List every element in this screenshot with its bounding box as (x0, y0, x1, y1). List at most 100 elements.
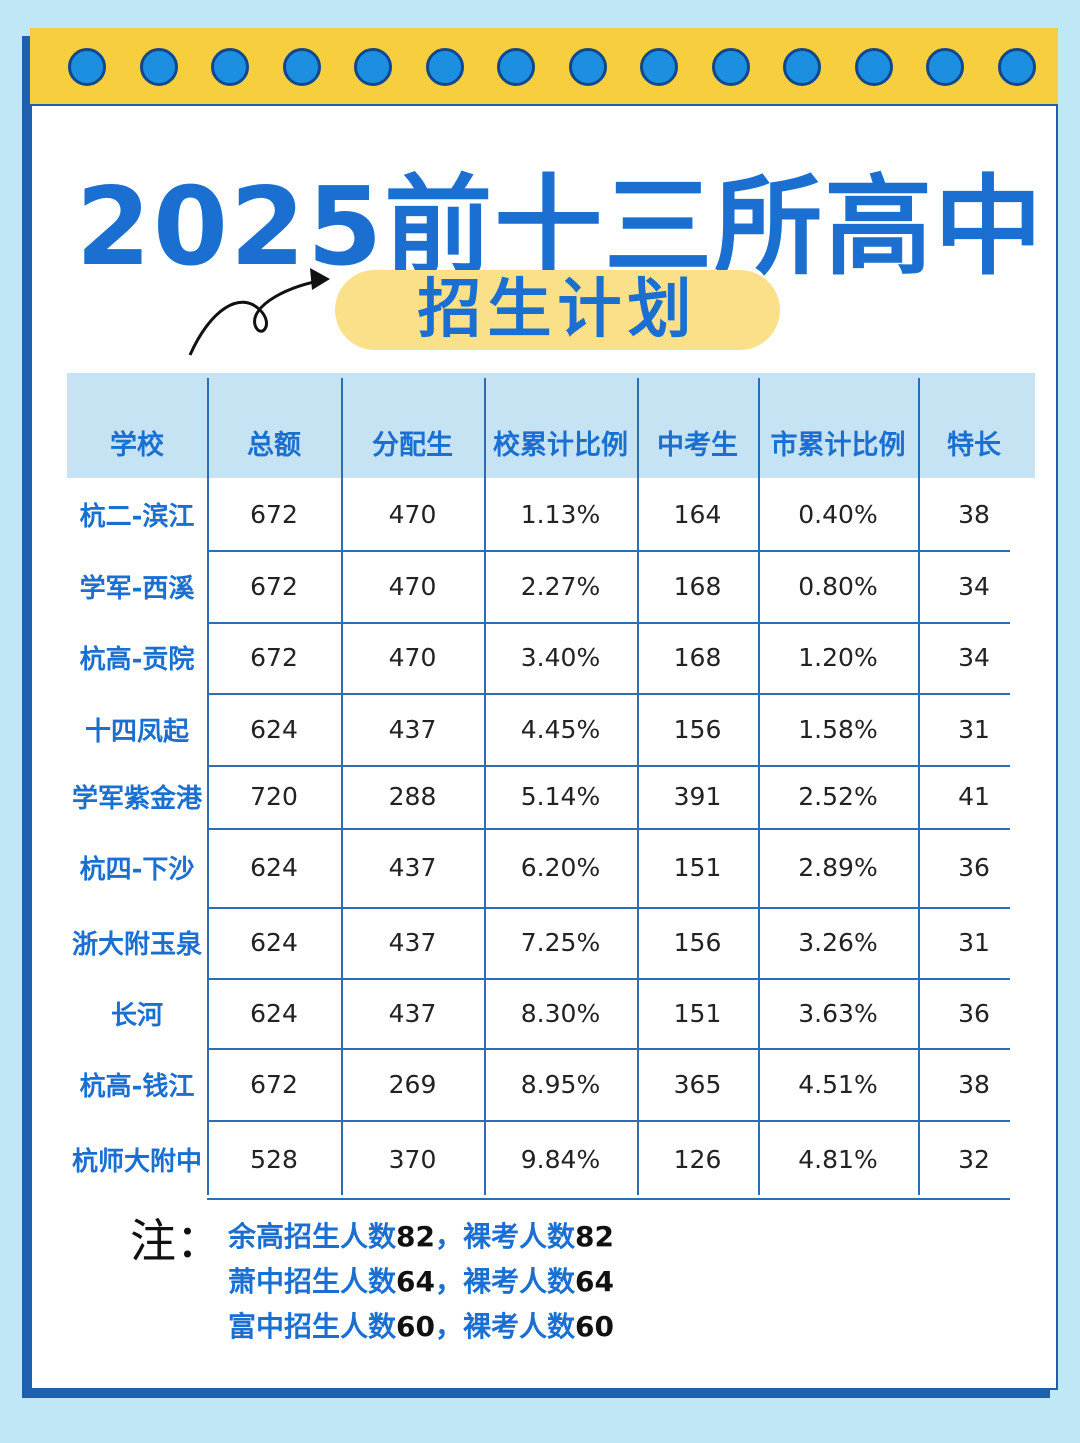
subtitle-pill (335, 270, 780, 350)
table-cell: 391 (673, 782, 722, 811)
note-text: 余高招生人数 (228, 1220, 397, 1253)
table-cell: 156 (673, 928, 722, 957)
table-cell: 151 (673, 853, 722, 882)
note-text: ，裸考人数 (434, 1265, 575, 1298)
row-line (207, 693, 1010, 695)
binding-dot (139, 48, 178, 86)
binding-dot (211, 48, 249, 86)
table-cell: 156 (673, 714, 722, 744)
card (30, 28, 1058, 1390)
binding-dot (354, 48, 392, 86)
table-cell: 36 (958, 998, 990, 1028)
table-cell: 624 (250, 714, 298, 744)
table-cell: 672 (250, 1069, 298, 1099)
row-line (207, 1120, 1010, 1122)
note-text: ，裸考人数 (434, 1310, 575, 1343)
column-header: 中考生 (657, 430, 738, 461)
table-cell: 2.27% (520, 571, 601, 601)
column-line (341, 378, 343, 1195)
table-cell: 1.20% (798, 643, 878, 672)
binding-dot (783, 48, 821, 86)
note-text: 64 (396, 1265, 435, 1298)
note-text: ，裸考人数 (434, 1220, 575, 1253)
table-cell: 126 (673, 1144, 722, 1174)
note-text: 富中招生人数 (228, 1310, 397, 1343)
table-cell: 0.80% (798, 571, 878, 601)
title: 2025前十三所高中 (75, 165, 1045, 290)
row-line (207, 828, 1010, 830)
table-cell: 9.84% (520, 1144, 601, 1174)
table-cell: 2.52% (798, 782, 878, 811)
note-text: 萧中招生人数 (228, 1265, 397, 1298)
table-cell: 4.81% (798, 1144, 878, 1174)
arrow-decoration (188, 268, 330, 356)
table-cell: 32 (958, 1144, 990, 1174)
table-cell: 151 (673, 998, 722, 1028)
table-cell: 672 (250, 571, 298, 601)
table-cell: 365 (673, 1069, 722, 1099)
table-cell: 437 (388, 998, 437, 1028)
table-cell: 1.58% (798, 714, 878, 744)
note-text: 64 (575, 1265, 614, 1298)
column-line (918, 378, 920, 1195)
column-line (207, 378, 209, 1195)
row-line (207, 1198, 1010, 1200)
table-cell: 7.25% (520, 928, 601, 957)
table-cell: 36 (958, 853, 990, 882)
note-line: 富中招生人数60，裸考人数60 (228, 1305, 614, 1345)
school-name: 长河 (110, 1000, 163, 1031)
binding-dot (926, 48, 964, 86)
table-cell: 34 (958, 571, 990, 601)
binding-dot (282, 48, 321, 86)
table-cell: 3.26% (798, 928, 878, 957)
table-cell: 624 (250, 853, 298, 882)
school-name: 杭师大附中 (71, 1146, 202, 1177)
table-cell: 8.30% (520, 998, 601, 1028)
column-header: 学校 (110, 430, 164, 461)
column-line (758, 378, 760, 1195)
table-cell: 624 (250, 998, 298, 1028)
notes-label: 注： (130, 1214, 222, 1268)
table-cell: 8.95% (520, 1069, 601, 1099)
table-cell: 720 (250, 782, 298, 811)
row-line (207, 978, 1010, 980)
table-cell: 3.63% (798, 998, 878, 1028)
school-name: 杭四-下沙 (79, 855, 195, 885)
binding-dot (711, 48, 750, 86)
table-cell: 41 (958, 782, 990, 811)
binding-dot (854, 48, 893, 86)
row-line (207, 907, 1010, 909)
binding-dot (68, 48, 106, 86)
table-cell: 0.40% (798, 499, 878, 529)
table-cell: 470 (388, 643, 437, 672)
table-cell: 624 (250, 928, 298, 957)
binding-dot (640, 48, 678, 86)
table-cell: 470 (388, 499, 437, 529)
table-cell: 437 (388, 714, 437, 744)
column-header: 分配生 (372, 430, 453, 461)
table-cell: 31 (958, 714, 990, 744)
note-text: 60 (575, 1310, 614, 1343)
column-header: 校累计比例 (493, 430, 628, 461)
table-header-bg (67, 373, 1035, 478)
table-cell: 168 (673, 571, 722, 601)
column-header: 特长 (947, 430, 1001, 461)
table-cell: 269 (388, 1069, 437, 1099)
table-cell: 3.40% (520, 643, 601, 672)
row-line (207, 1048, 1010, 1050)
row-line (207, 550, 1010, 552)
table-cell: 6.20% (520, 853, 601, 882)
table-cell: 38 (958, 499, 990, 529)
school-name: 学军紫金港 (71, 784, 202, 814)
binding-strip (30, 28, 1058, 106)
subtitle: 招生计划 (417, 273, 698, 347)
note-text: 82 (396, 1220, 435, 1253)
school-name: 杭高-钱江 (79, 1071, 195, 1102)
table-cell: 437 (388, 853, 437, 882)
table-cell: 288 (388, 782, 437, 811)
school-name: 浙大附玉泉 (71, 930, 202, 960)
table-cell: 1.13% (520, 499, 601, 529)
table-cell: 672 (250, 643, 298, 672)
binding-dot (497, 48, 535, 86)
